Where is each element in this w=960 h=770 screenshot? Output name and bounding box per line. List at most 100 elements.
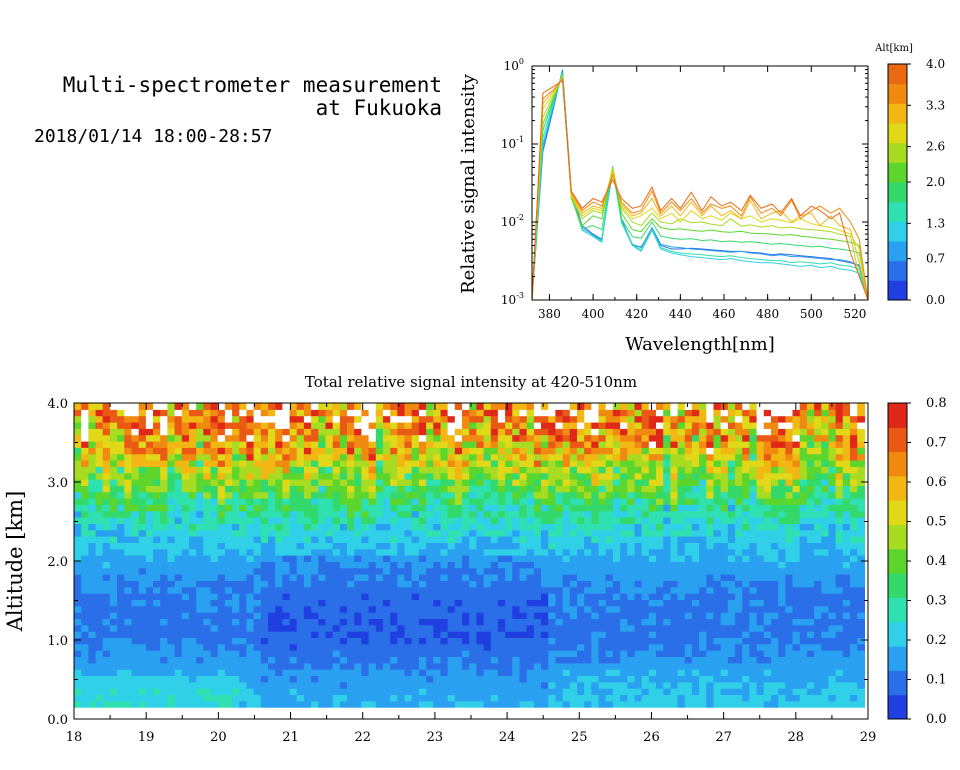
heatmap-cell [433, 453, 442, 461]
heatmap-cell [519, 479, 528, 486]
heatmap-cell [117, 618, 125, 626]
heatmap-cell [325, 510, 334, 518]
heatmap-cell [620, 447, 628, 455]
heatmap-cell [95, 472, 104, 480]
heatmap-cell [684, 624, 693, 632]
heatmap-cell [706, 637, 715, 645]
heatmap-cell [577, 403, 585, 410]
heatmap-cell [756, 415, 765, 423]
heatmap-cell [282, 504, 291, 512]
heatmap-cell [217, 542, 226, 550]
heatmap-cell [153, 561, 161, 569]
heatmap-cell [217, 643, 226, 651]
heatmap-cell [677, 675, 686, 683]
heatmap-cell [555, 517, 564, 524]
heatmap-cell [505, 662, 513, 670]
heatmap-cell [181, 612, 190, 619]
heatmap-cell [598, 504, 607, 512]
heatmap-cell [656, 694, 664, 702]
heatmap-cell [677, 403, 686, 410]
heatmap-cell [756, 561, 765, 569]
heatmap-cell [713, 434, 722, 442]
heatmap-cell [289, 504, 298, 512]
heatmap-cell [634, 700, 643, 708]
heatmap-cell [325, 441, 334, 448]
heatmap-cell [181, 472, 190, 480]
heatmap-cell [533, 422, 542, 429]
heatmap-cell [239, 637, 248, 645]
heatmap-cell [203, 460, 212, 467]
heatmap-cell [505, 422, 513, 429]
heatmap-cell [282, 574, 291, 581]
heatmap-cell [203, 472, 212, 480]
heatmap-cell [217, 593, 226, 600]
heatmap-cell [232, 447, 240, 455]
heatmap-cell [641, 555, 650, 562]
heatmap-cell [691, 574, 700, 581]
heatmap-cell [634, 428, 643, 436]
heatmap-cell [339, 681, 348, 689]
heatmap-cell [641, 650, 650, 657]
heatmap-cell [224, 517, 233, 524]
heatmap-cell [347, 472, 355, 480]
heatmap-cell [196, 460, 204, 467]
heatmap-cell [577, 523, 585, 531]
heatmap-cell [354, 675, 362, 683]
heatmap-cell [454, 491, 463, 499]
heatmap-cell [203, 555, 212, 562]
heatmap-cell [605, 510, 614, 518]
heatmap-cell [620, 624, 628, 632]
heatmap-cell [720, 599, 729, 607]
heatmap-cell [706, 650, 715, 657]
heatmap-cell [497, 491, 506, 499]
heatmap-cell [131, 656, 140, 664]
heatmap-cell [296, 688, 305, 695]
heatmap-cell [756, 548, 765, 556]
heatmap-cell [411, 567, 420, 575]
heatmap-cell [325, 453, 334, 461]
heatmap-cell [785, 453, 794, 461]
heatmap-cell [462, 605, 470, 613]
heatmap-cell [454, 593, 463, 600]
heatmap-cell [735, 605, 743, 613]
heatmap-cell [397, 574, 406, 581]
heatmap-cell [670, 700, 679, 708]
heatmap-cell [275, 498, 283, 505]
heatmap-cell [109, 447, 118, 455]
heatmap-cell [663, 453, 671, 461]
heatmap-cell [670, 681, 679, 689]
heatmap-cell [756, 700, 765, 708]
heatmap-cell [727, 453, 736, 461]
heatmap-cell [778, 460, 786, 467]
heatmap-cell [771, 700, 779, 708]
heatmap-cell [418, 650, 427, 657]
heatmap-cell [383, 624, 391, 632]
heatmap-cell [426, 542, 434, 550]
heatmap-cell [440, 700, 449, 708]
heatmap-cell [648, 428, 657, 436]
heatmap-cell [332, 605, 341, 613]
heatmap-cell [519, 485, 528, 493]
heatmap-cell [275, 643, 283, 651]
heatmap-cell [189, 675, 197, 683]
heatmap-cell [303, 662, 312, 670]
heatmap-cell [88, 466, 97, 474]
heatmap-cell [605, 593, 614, 600]
heatmap-cell [641, 510, 650, 518]
heatmap-cell [533, 656, 542, 664]
heatmap-cell [454, 548, 463, 556]
heatmap-cell [763, 542, 772, 550]
heatmap-cell [311, 517, 319, 524]
heatmap-cell [81, 428, 89, 436]
heatmap-cell [713, 529, 722, 537]
spectrum-series-line [531, 73, 869, 301]
heatmap-cell [778, 510, 786, 518]
heatmap-cell [368, 700, 377, 708]
heatmap-cell [260, 681, 269, 689]
heatmap-cell [289, 466, 298, 474]
heatmap-cell [296, 650, 305, 657]
heatmap-cell [160, 593, 168, 600]
heatmap-cell [548, 618, 556, 626]
heatmap-cell [577, 631, 585, 638]
heatmap-cell [476, 536, 485, 543]
